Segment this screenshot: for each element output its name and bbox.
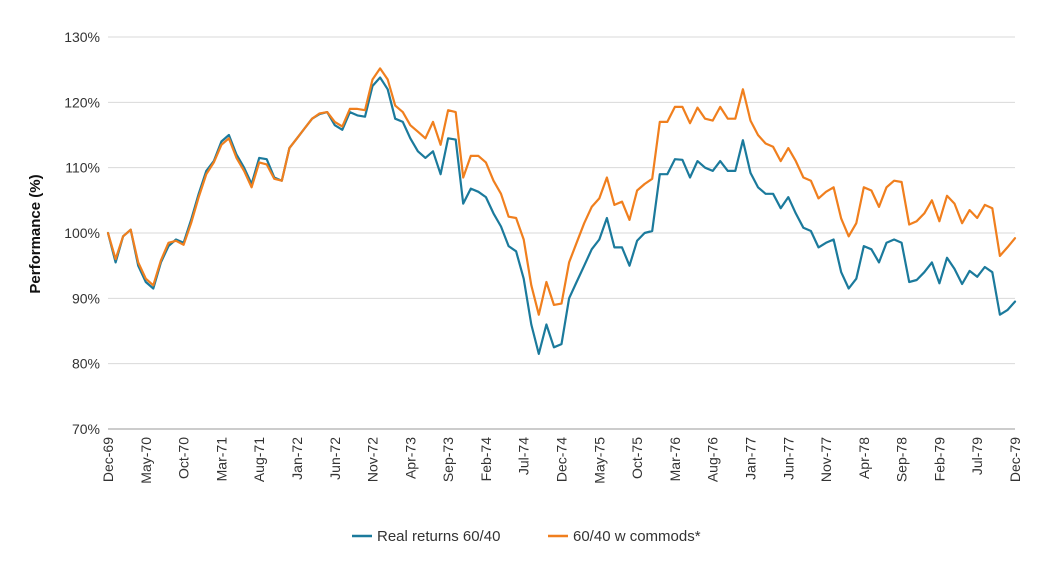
x-tick-label: Mar-76 [667,437,683,482]
x-tick-label: Jun-77 [780,437,796,480]
x-tick-label: May-75 [591,437,607,484]
x-tick-label: Aug-76 [705,437,721,482]
x-tick-label: Jun-72 [327,437,343,480]
x-tick-label: Oct-70 [176,437,192,479]
y-axis-ticks: 70% 80% 90% 100% 110% 120% 130% [64,29,100,437]
y-tick-label: 120% [64,94,100,110]
x-tick-label: Mar-71 [213,437,229,482]
x-tick-label: Dec-69 [100,437,116,482]
x-tick-label: Dec-79 [1007,437,1023,482]
y-tick-label: 90% [72,290,100,306]
series-line-1 [106,67,1017,316]
y-tick-label: 80% [72,356,100,372]
series-lines [106,67,1017,355]
x-tick-label: Sep-73 [440,437,456,482]
gridlines [108,36,1015,365]
legend-label-real-returns: Real returns 60/40 [377,528,500,545]
x-tick-label: Nov-77 [818,437,834,482]
series-line-0 [106,76,1017,355]
x-tick-label: Jul-74 [516,437,532,475]
legend: Real returns 60/40 60/40 w commods* [352,528,701,545]
x-tick-label: Nov-72 [365,437,381,482]
x-tick-label: Feb-79 [931,437,947,482]
x-tick-label: Sep-78 [894,437,910,482]
x-tick-label: May-70 [138,437,154,484]
x-tick-label: Dec-74 [554,437,570,482]
x-tick-label: Jan-72 [289,437,305,480]
x-tick-label: Jul-79 [969,437,985,475]
y-tick-label: 130% [64,29,100,45]
y-tick-label: 100% [64,225,100,241]
x-tick-label: Apr-73 [402,437,418,479]
x-tick-label: Oct-75 [629,437,645,479]
x-tick-label: Apr-78 [856,437,872,479]
x-tick-label: Aug-71 [251,437,267,482]
y-tick-label: 110% [65,160,100,176]
y-tick-label: 70% [72,421,100,437]
x-tick-label: Jan-77 [742,437,758,480]
x-tick-label: Feb-74 [478,437,494,482]
x-axis-ticks: Dec-69 May-70 Oct-70 Mar-71 Aug-71 Jan-72 Jun-… [100,437,1023,484]
legend-label-commods: 60/40 w commods* [573,528,701,545]
y-axis-title: Performance (%) [27,174,44,293]
